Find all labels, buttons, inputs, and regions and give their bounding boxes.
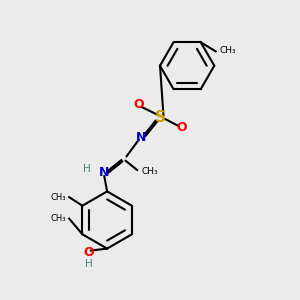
Text: O: O xyxy=(133,98,144,111)
Text: H: H xyxy=(85,259,92,269)
Text: O: O xyxy=(176,121,187,134)
Text: CH₃: CH₃ xyxy=(141,167,158,176)
Text: CH₃: CH₃ xyxy=(50,193,66,202)
Text: N: N xyxy=(99,167,110,179)
Text: S: S xyxy=(154,110,166,124)
Text: N: N xyxy=(136,130,147,144)
Text: O: O xyxy=(83,246,94,260)
Text: CH₃: CH₃ xyxy=(220,46,237,55)
Text: H: H xyxy=(83,164,91,174)
Text: CH₃: CH₃ xyxy=(50,214,66,223)
